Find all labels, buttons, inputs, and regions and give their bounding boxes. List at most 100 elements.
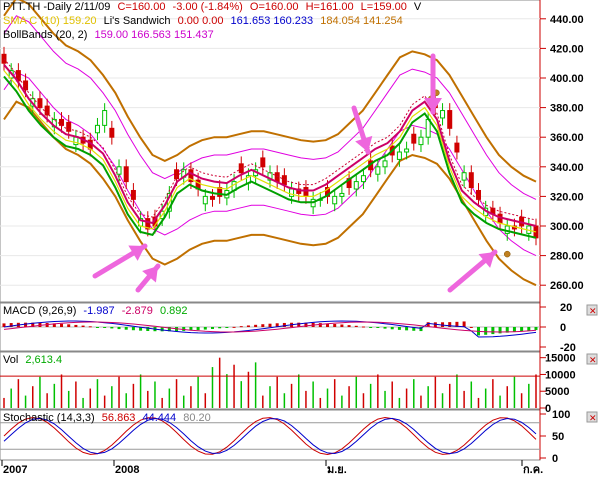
candle-body [461,172,467,181]
price-marker [503,250,511,258]
candle-body [418,136,424,146]
svg-text:✕: ✕ [589,355,597,365]
macd-close-button[interactable]: ✕ [586,304,598,316]
macd-histogram-bar [254,324,258,327]
macd-histogram-bar [246,325,250,327]
macd-histogram-bar [275,323,279,327]
macd-histogram-bar [31,322,35,327]
arrow-head [424,98,442,112]
arrow-head [478,252,495,268]
outer-band-upper [3,0,537,183]
candle-body [260,157,266,168]
macd-histogram-bar [369,327,373,328]
lis-sandwich-lower-line [3,75,537,239]
stochastic-d-line [3,417,537,455]
macd-histogram-bar [505,327,509,333]
macd-histogram-bar [376,327,380,328]
macd-histogram-bar [491,327,495,335]
macd-histogram-bar [124,327,128,330]
macd-histogram-bar [340,324,344,327]
stochastic-tick-label: 0 [552,453,558,465]
macd-histogram-bar [67,324,71,327]
symbol-label: PTT.TH -Daily 2/11/09 [3,1,111,13]
price-tick-label: 300.00 [550,221,584,233]
candle-body [116,166,122,175]
sma-line [3,70,537,233]
volume-tick-label: 5000 [545,386,569,398]
candle-body [202,195,208,205]
svg-text:✕: ✕ [589,413,597,423]
x-axis-label: ก.ค. [523,464,543,476]
macd-histogram-bar [117,327,121,330]
outer-band-lower [3,100,537,287]
price-header-line3: BollBands (20, 2) 159.00 166.563 151.437 [3,29,218,42]
macd-histogram-bar [282,322,286,327]
lis-values-c: 184.054 141.254 [320,15,403,27]
macd-histogram-bar [448,322,452,327]
candle-body [475,189,481,200]
macd-histogram-bar [383,327,387,329]
macd-histogram-bar [2,323,6,327]
price-tick-label: 280.00 [550,251,584,263]
macd-histogram-bar [182,327,186,331]
candle-body [353,181,359,190]
macd-tick-label: -20 [560,342,576,354]
stochastic-close-button[interactable]: ✕ [586,411,598,423]
macd-histogram-bar [318,323,322,327]
price-header-line1: PTT.TH -Daily 2/11/09 C=160.00 -3.00 (-1… [3,1,425,14]
candle-body [454,142,460,153]
macd-header: MACD (9,26,9) -1.987 -2.879 0.892 [3,305,191,318]
candle-body [1,53,7,64]
macd-histogram-bar [361,326,365,328]
annotation-arrow [351,105,373,155]
macd-histogram-bar [131,327,135,331]
lis-values-a: 0.00 0.00 [177,15,224,27]
macd-histogram-bar [74,324,78,327]
candle-body [217,187,223,197]
candle-body [59,118,65,126]
candle-body [332,195,338,205]
annotation-arrow [424,53,442,115]
macd-histogram-bar [405,327,409,331]
candle-body [325,187,331,197]
price-tick-label: 380.00 [550,103,584,115]
volume-label: Vol [3,354,19,366]
macd-histogram-bar [397,327,401,330]
macd-histogram-bar [52,323,56,327]
candle-body [44,105,50,116]
x-axis-label: 2008 [115,464,139,476]
stochastic-header: Stochastic (14,3,3) 56.863 44.444 80.20 [3,412,215,425]
open-value: O=160.00 [249,1,299,13]
macd-histogram-bar [139,327,143,331]
volume-tick-label: 0 [545,403,551,415]
macd-histogram-bar [196,327,200,331]
macd-value-2: -2.879 [121,305,153,317]
volume-close-button[interactable]: ✕ [586,353,598,365]
macd-tick-label: 20 [560,302,572,314]
close-value: C=160.00 [117,1,166,13]
candle-body [94,124,100,134]
macd-histogram-bar [60,323,64,327]
price-tick-label: 260.00 [550,280,584,292]
lis-sandwich-upper-line [3,64,537,227]
price-tick-label: 360.00 [550,132,584,144]
candle-body [404,148,410,153]
macd-histogram-bar [354,325,358,327]
macd-signal-line [3,321,537,333]
macd-histogram-bar [232,326,236,328]
macd-histogram-bar [210,327,214,329]
arrow-head [142,266,158,283]
macd-histogram-bar [326,323,330,327]
candle-body [339,192,345,197]
macd-histogram-bar [268,323,272,327]
candle-body [447,110,453,129]
macd-histogram-bar [239,326,243,328]
price-tick-label: 420.00 [550,43,584,55]
candle-body [109,127,115,138]
stochastic-value-3: 80.20 [183,412,211,424]
candle-body [123,166,129,183]
bollinger-lower [3,71,537,257]
candle-body [289,188,295,197]
macd-histogram-bar [103,327,107,328]
candle-body [411,133,417,144]
